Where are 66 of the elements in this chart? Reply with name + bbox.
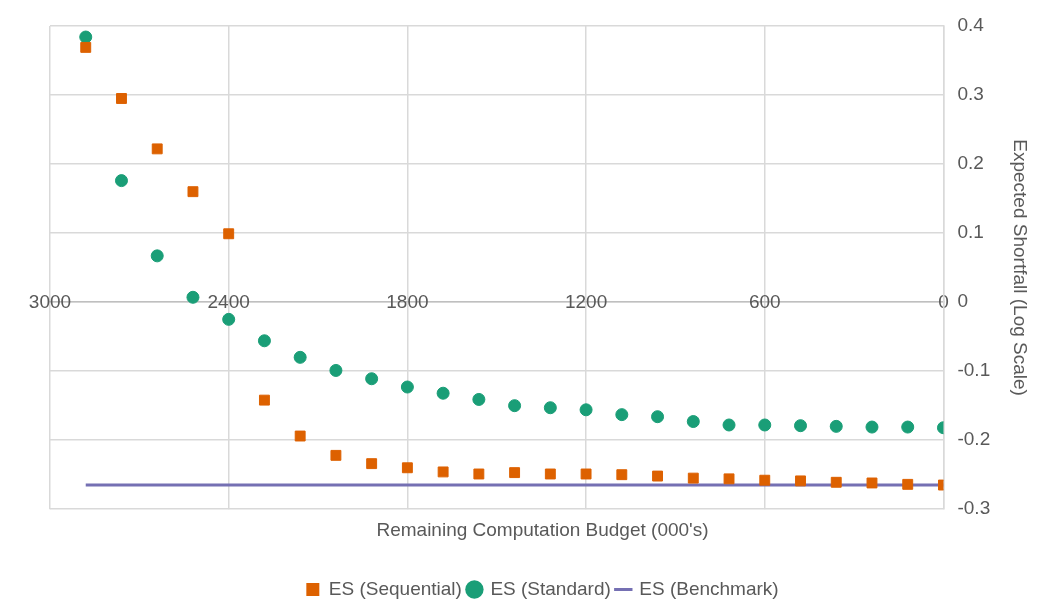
point — [686, 415, 700, 429]
point — [795, 475, 806, 487]
point — [400, 380, 414, 394]
point — [829, 419, 843, 433]
point — [652, 470, 663, 482]
y-tick-label: 0.2 — [957, 152, 984, 174]
point — [114, 174, 128, 188]
point — [186, 290, 200, 304]
point — [116, 93, 127, 104]
point — [472, 392, 486, 406]
point — [508, 399, 522, 413]
point — [722, 418, 736, 432]
y-tick-label: 0.4 — [957, 14, 985, 36]
point — [329, 363, 343, 377]
point — [365, 372, 379, 386]
point — [615, 408, 629, 422]
point — [866, 477, 878, 489]
point — [901, 420, 915, 434]
x-tick-label: 3000 — [28, 290, 72, 312]
point — [151, 143, 163, 155]
point — [258, 394, 270, 406]
point — [257, 334, 271, 348]
point — [723, 473, 735, 485]
point — [759, 474, 771, 486]
point — [401, 462, 413, 474]
point — [794, 419, 808, 433]
y-tick-label: -0.2 — [957, 428, 991, 450]
x-tick-label: 600 — [748, 290, 781, 312]
y-tick-label: -0.3 — [957, 497, 991, 519]
legend-label: ES (Benchmark) — [639, 577, 779, 599]
point — [436, 386, 450, 400]
point — [651, 410, 665, 424]
legend-label: ES (Standard) — [490, 577, 611, 599]
point — [437, 466, 449, 478]
point — [330, 449, 342, 461]
y-tick-label: -0.1 — [957, 359, 991, 381]
y-tick-label: 0.1 — [957, 221, 984, 243]
legend-label: ES (Sequential) — [328, 577, 462, 599]
x-tick-label: 1800 — [386, 290, 429, 312]
point — [222, 312, 236, 326]
y-axis-title: Expected Shortfall (Log Scale) — [1010, 139, 1032, 396]
point — [150, 249, 164, 263]
point — [187, 186, 199, 198]
point — [543, 401, 557, 415]
point — [616, 469, 628, 481]
point — [80, 41, 92, 53]
point — [509, 467, 521, 479]
point — [865, 420, 879, 434]
point — [758, 418, 772, 432]
point — [294, 430, 306, 442]
x-tick-label: 1200 — [564, 290, 608, 312]
point — [79, 30, 93, 44]
point — [473, 468, 485, 480]
point — [223, 228, 235, 240]
y-tick-label: 0.3 — [957, 83, 984, 105]
point — [830, 476, 842, 488]
point — [293, 350, 307, 364]
point — [579, 403, 593, 417]
point — [366, 458, 378, 470]
x-axis-title: Remaining Computation Budget (000's) — [376, 518, 709, 540]
point — [544, 468, 556, 480]
point — [687, 472, 699, 484]
point — [902, 478, 914, 490]
x-tick-label: 2400 — [207, 290, 250, 312]
point — [580, 468, 592, 480]
x-tick-label: 0 — [938, 290, 949, 312]
